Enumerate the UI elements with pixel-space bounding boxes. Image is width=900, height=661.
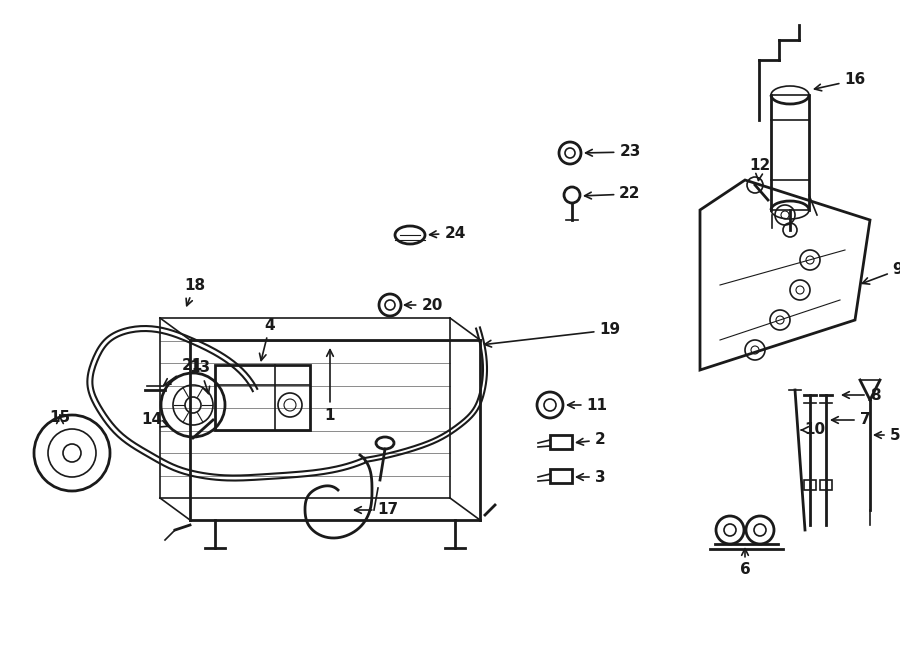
Text: 14: 14 xyxy=(141,412,168,428)
Text: 1: 1 xyxy=(325,350,335,422)
Text: 24: 24 xyxy=(429,225,465,241)
Text: 4: 4 xyxy=(259,317,275,360)
Text: 19: 19 xyxy=(484,323,621,347)
Text: 16: 16 xyxy=(814,73,866,91)
Text: 6: 6 xyxy=(740,549,751,578)
Text: 10: 10 xyxy=(801,422,825,438)
Text: 7: 7 xyxy=(832,412,870,428)
Bar xyxy=(804,480,816,490)
Text: 20: 20 xyxy=(405,297,443,313)
Text: 13: 13 xyxy=(189,360,211,393)
Text: 2: 2 xyxy=(577,432,606,447)
Text: 21: 21 xyxy=(164,358,202,385)
Text: 15: 15 xyxy=(50,410,70,426)
Text: 9: 9 xyxy=(862,262,900,284)
Text: 23: 23 xyxy=(586,145,641,159)
Text: 8: 8 xyxy=(842,387,880,403)
Text: 5: 5 xyxy=(875,428,900,442)
Text: 11: 11 xyxy=(568,397,608,412)
Bar xyxy=(820,480,832,490)
Text: 3: 3 xyxy=(577,469,606,485)
Text: 22: 22 xyxy=(585,186,641,202)
Text: 18: 18 xyxy=(184,278,205,305)
Bar xyxy=(550,469,572,483)
Text: 17: 17 xyxy=(355,502,399,518)
Bar xyxy=(550,435,572,449)
Text: 12: 12 xyxy=(750,157,770,180)
